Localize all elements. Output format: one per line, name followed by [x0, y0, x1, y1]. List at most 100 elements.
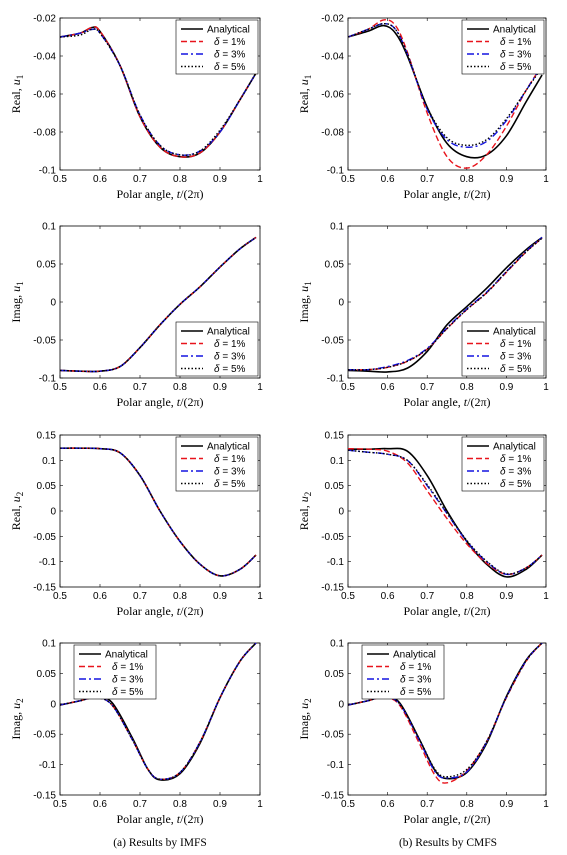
y-tick-label: -0.08: [33, 128, 56, 139]
x-axis-label: Polar angle, t/(2π): [116, 604, 203, 618]
x-tick-label: 1: [257, 591, 263, 602]
legend-label: δ = 5%: [500, 364, 532, 375]
y-axis-label: Real, u2: [297, 492, 313, 531]
x-tick-label: 0.9: [499, 174, 513, 185]
legend-label: δ = 1%: [500, 339, 532, 350]
y-tick-label: 0.05: [37, 669, 57, 680]
y-axis-label: Imag, u1: [297, 281, 313, 322]
x-tick-label: 0.9: [213, 799, 227, 810]
legend-label: δ = 1%: [500, 37, 532, 48]
series-line-3: [348, 236, 543, 371]
legend-label: Analytical: [493, 327, 536, 338]
y-tick-label: -0.05: [321, 532, 344, 543]
y-tick-label: 0.05: [325, 481, 345, 492]
legend-label: δ = 3%: [214, 467, 246, 478]
x-axis-label: Polar angle, t/(2π): [403, 187, 490, 201]
y-tick-label: -0.1: [39, 166, 57, 177]
y-tick-label: 0.15: [325, 431, 345, 442]
x-tick-label: 0.5: [53, 799, 67, 810]
series-line-2: [348, 19, 543, 169]
x-tick-label: 0.9: [499, 591, 513, 602]
panel-real-u2-imfs: 0.5 0.6 0.7 0.8 0.9 1 -0.15 -0.1 -0.05 0 0.05 0.1 0.…: [9, 431, 263, 619]
x-tick-label: 0.9: [213, 382, 227, 393]
x-tick-label: 0.5: [341, 174, 355, 185]
legend-label: δ = 1%: [500, 454, 532, 465]
series-line-1: [348, 447, 543, 578]
y-tick-label: 0.1: [330, 639, 344, 650]
x-axis-label: Polar angle, t/(2π): [403, 812, 490, 826]
x-tick-label: 0.8: [173, 799, 187, 810]
y-tick-label: -0.04: [321, 52, 344, 63]
y-tick-label: 0.15: [37, 431, 57, 442]
x-tick-label: 0.5: [53, 382, 67, 393]
x-tick-label: 0.7: [420, 799, 434, 810]
y-tick-label: 0.05: [325, 669, 345, 680]
legend-label: δ = 1%: [400, 662, 432, 673]
x-tick-label: 0.7: [133, 382, 147, 393]
y-tick-label: 0.1: [330, 222, 344, 233]
x-tick-label: 1: [257, 799, 263, 810]
x-tick-label: 0.6: [381, 591, 395, 602]
panels: 0.5 0.6 0.7 0.8 0.9 1 -0.1 -0.08 -0.06 -0.04 -0.02…: [9, 14, 549, 827]
legend-label: Analytical: [207, 25, 250, 36]
legend-label: δ = 3%: [400, 675, 432, 686]
y-tick-label: -0.06: [33, 90, 56, 101]
x-tick-label: 0.8: [173, 382, 187, 393]
legend-label: δ = 1%: [214, 339, 246, 350]
legend-label: δ = 5%: [400, 687, 432, 698]
x-tick-label: 0.8: [460, 382, 474, 393]
x-tick-label: 0.8: [460, 799, 474, 810]
legend-label: Analytical: [493, 25, 536, 36]
y-tick-label: -0.1: [327, 760, 345, 771]
y-tick-label: -0.06: [321, 90, 344, 101]
x-tick-label: 0.6: [381, 382, 395, 393]
caption-right: (b) Results by CMFS: [399, 837, 497, 849]
y-tick-label: 0.05: [325, 260, 345, 271]
legend-label: δ = 1%: [214, 37, 246, 48]
x-tick-label: 0.9: [213, 591, 227, 602]
series-line-4: [60, 236, 257, 373]
legend-label: δ = 1%: [214, 454, 246, 465]
x-tick-label: 0.5: [341, 591, 355, 602]
y-tick-label: 0.1: [42, 456, 56, 467]
legend-box: [461, 19, 545, 75]
x-tick-label: 1: [543, 174, 549, 185]
y-tick-label: -0.05: [33, 336, 56, 347]
y-axis-label: Imag, u2: [9, 698, 25, 739]
y-tick-label: 0.1: [330, 456, 344, 467]
legend-label: δ = 5%: [214, 479, 246, 490]
x-tick-label: 0.9: [499, 799, 513, 810]
y-tick-label: -0.15: [321, 583, 344, 594]
panel-imag-u1-imfs: 0.5 0.6 0.7 0.8 0.9 1 -0.1 -0.05 0 0.05 0.1 Polar a…: [9, 222, 263, 410]
legend-label: Analytical: [207, 442, 250, 453]
x-tick-label: 0.8: [460, 174, 474, 185]
x-tick-label: 1: [543, 382, 549, 393]
y-tick-label: -0.08: [321, 128, 344, 139]
y-axis-label: Imag, u2: [297, 698, 313, 739]
x-tick-label: 0.7: [420, 382, 434, 393]
y-tick-label: -0.15: [33, 583, 56, 594]
x-axis-label: Polar angle, t/(2π): [116, 812, 203, 826]
legend-label: δ = 3%: [112, 675, 144, 686]
y-tick-label: -0.1: [327, 374, 345, 385]
y-tick-label: -0.02: [33, 14, 56, 25]
legend-label: δ = 5%: [214, 62, 246, 73]
panel-real-u1-imfs: 0.5 0.6 0.7 0.8 0.9 1 -0.1 -0.08 -0.06 -0.04 -0.02…: [9, 14, 263, 202]
y-tick-label: -0.1: [39, 374, 57, 385]
y-tick-label: -0.02: [321, 14, 344, 25]
y-tick-label: 0: [50, 699, 56, 710]
y-tick-label: 0: [50, 507, 56, 518]
x-axis-label: Polar angle, t/(2π): [116, 395, 203, 409]
series-line-1: [348, 236, 543, 373]
legend-label: Analytical: [207, 327, 250, 338]
y-tick-label: 0.1: [42, 639, 56, 650]
x-tick-label: 0.7: [420, 174, 434, 185]
y-tick-label: -0.15: [33, 791, 56, 802]
